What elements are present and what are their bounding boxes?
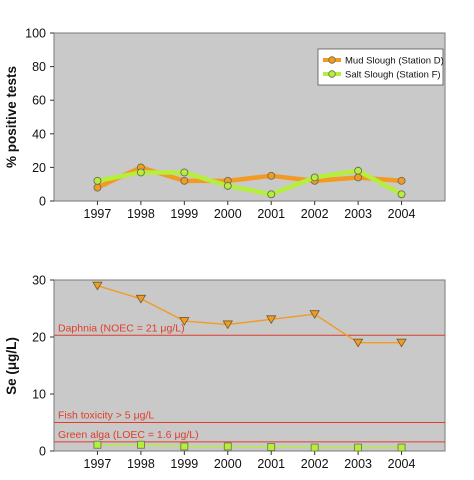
chart2-x-tick-label: 1999 [170, 457, 198, 471]
chart1-x-tick-label: 1998 [127, 207, 155, 221]
chart2-x-tick-label: 2002 [301, 457, 329, 471]
chart2-y-tick-label: 0 [39, 445, 46, 459]
chart1-data-point [310, 173, 319, 182]
chart2-data-point [136, 440, 145, 449]
chart1-legend-label: Mud Slough (Station D) [345, 55, 444, 66]
chart1-x-tick-label: 2002 [301, 207, 329, 221]
chart1-legend-swatch-marker [328, 70, 336, 78]
chart1-data-point [93, 176, 102, 185]
chart1-x-tick-label: 1997 [84, 207, 112, 221]
chart1-series-line-1 [96, 165, 402, 190]
chart2-y-tick-label: 30 [32, 274, 46, 288]
chart2-reference-label: Fish toxicity > 5 μg/L [58, 410, 154, 422]
chart2-series-line-2 [97, 444, 402, 449]
chart2-reference-label: Daphnia (NOEC = 21 μg/L) [58, 322, 185, 334]
chart2-data-point [352, 338, 364, 348]
chart2-data-point [354, 443, 363, 452]
chart2-data-point [310, 443, 319, 452]
chart2-data-point [266, 315, 277, 325]
chart2-data-point [397, 443, 406, 452]
chart1-y-axis-label: % positive tests [4, 66, 19, 168]
chart2-data-point [222, 320, 233, 330]
chart1-data-point [397, 190, 406, 199]
chart1-y-tick-label: 20 [32, 161, 46, 175]
chart2-x-tick-label: 2004 [388, 457, 416, 471]
chart2-data-point [93, 440, 102, 449]
chart1-data-point [397, 176, 406, 185]
chart2-x-tick-label: 2003 [344, 457, 372, 471]
chart1-legend [317, 48, 444, 86]
chart2-x-tick-label: 1997 [84, 457, 112, 471]
chart1-x-tick-label: 2001 [257, 207, 285, 221]
chart2-x-tick-label: 1998 [127, 457, 155, 471]
chart1-data-point [267, 171, 276, 180]
chart2-data-point [179, 317, 190, 326]
chart2-y-tick-label: 20 [32, 331, 46, 345]
chart1-y-tick-label: 100 [25, 27, 46, 41]
chart2-data-point [396, 338, 407, 348]
chart1-legend-label: Salt Slough (Station F) [345, 69, 441, 80]
chart2-x-tick-label: 2000 [214, 457, 242, 471]
chart1-data-point [223, 181, 232, 190]
chart1-data-point [354, 173, 363, 182]
chart2-y-axis-label: Se (μg/L) [4, 337, 19, 395]
chart2-data-point [223, 442, 232, 451]
chart1-y-tick-label: 80 [32, 60, 46, 74]
chart2-data-point [180, 442, 189, 451]
chart2-reference-label: Green alga (LOEC = 1.6 μg/L) [58, 429, 199, 441]
chart1-data-point [180, 168, 189, 177]
chart2-series-line-1 [97, 285, 402, 344]
chart1-data-point [136, 168, 145, 177]
chart1-legend-swatch-marker [328, 56, 336, 64]
chart2-data-point [92, 281, 103, 291]
chart1-x-tick-label: 1999 [170, 207, 198, 221]
chart1-y-tick-label: 40 [32, 127, 46, 141]
chart1-y-tick-label: 60 [32, 94, 46, 108]
chart2-data-point [267, 443, 276, 451]
chart1-x-tick-label: 2000 [214, 207, 242, 221]
chart2-plot-area [53, 279, 446, 452]
chart1-data-point [180, 176, 189, 185]
chart1-x-tick-label: 2004 [388, 207, 416, 221]
chart1-data-point [354, 166, 363, 175]
chart1-y-tick-label: 0 [39, 195, 46, 209]
chart2-data-point [135, 294, 147, 304]
chart2-x-tick-label: 2001 [257, 457, 285, 471]
chart1-series-line-2 [97, 168, 403, 197]
chart1-data-point [93, 183, 102, 192]
chart2-y-tick-label: 10 [32, 388, 46, 402]
chart2-data-point [309, 310, 320, 319]
chart1-x-tick-label: 2003 [344, 207, 372, 221]
chart1-data-point [267, 190, 276, 199]
